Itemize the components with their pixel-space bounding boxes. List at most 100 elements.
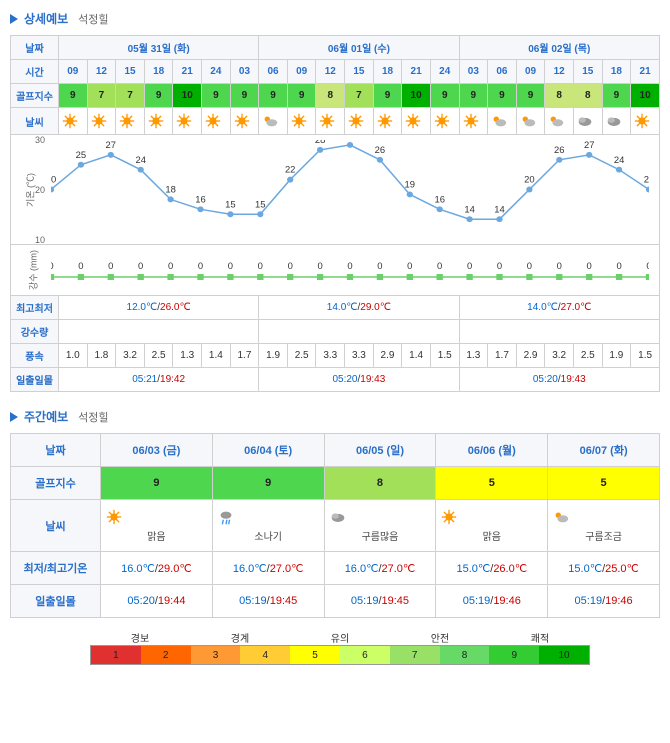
- hour-cell: 09: [287, 60, 316, 84]
- hour-cell: 24: [202, 60, 231, 84]
- sun-cell: 05:21/19:42: [59, 368, 259, 392]
- svg-text:14: 14: [464, 205, 474, 215]
- weather-cell: [230, 108, 259, 135]
- wind-cell: 1.9: [602, 344, 631, 368]
- svg-text:0: 0: [168, 261, 173, 271]
- svg-text:16: 16: [434, 195, 444, 205]
- svg-text:27: 27: [584, 140, 594, 150]
- weekly-date: 06/04 (토): [212, 434, 324, 467]
- svg-text:0: 0: [467, 261, 472, 271]
- hour-cell: 15: [573, 60, 602, 84]
- golf-cell: 9: [230, 84, 259, 108]
- weekly-sun: 05:19/19:46: [548, 585, 660, 618]
- svg-text:0: 0: [557, 261, 562, 271]
- hour-cell: 12: [316, 60, 345, 84]
- hour-cell: 12: [545, 60, 574, 84]
- svg-text:25: 25: [76, 150, 86, 160]
- weekly-sun: 05:20/19:44: [101, 585, 213, 618]
- weather-cell: [345, 108, 374, 135]
- weather-cell: [402, 108, 431, 135]
- weather-cell: [116, 108, 145, 135]
- weekly-date: 06/06 (월): [436, 434, 548, 467]
- golf-cell: 8: [316, 84, 345, 108]
- svg-text:24: 24: [135, 155, 145, 165]
- legend-seg: 2: [141, 646, 191, 664]
- golf-label: 골프지수: [11, 467, 101, 500]
- wind-cell: 3.3: [345, 344, 374, 368]
- weather-cell: [459, 108, 488, 135]
- weather-cell: [287, 108, 316, 135]
- legend-label: 쾌적: [531, 630, 549, 645]
- highlow-row: 최고최저 12.0℃/26.0℃ 14.0℃/29.0℃ 14.0℃/27.0℃: [11, 296, 660, 320]
- golf-cell: 9: [259, 84, 288, 108]
- minmax-label: 최저/최고기온: [11, 552, 101, 585]
- detail-sub: 석정힐: [78, 11, 108, 27]
- legend-seg: 6: [340, 646, 390, 664]
- hour-cell: 06: [259, 60, 288, 84]
- detail-header: 상세예보 석정힐: [10, 10, 660, 27]
- weekly-lowhigh: 16.0℃/29.0℃: [101, 552, 213, 585]
- golf-cell: 10: [173, 84, 202, 108]
- wind-cell: 3.2: [116, 344, 145, 368]
- svg-text:27: 27: [106, 140, 116, 150]
- legend-label: 안전: [431, 630, 449, 645]
- wind-row: 풍속1.01.83.22.51.31.41.71.92.53.33.32.91.…: [11, 344, 660, 368]
- date-cell: 05월 31일 (화): [59, 36, 259, 60]
- golf-cell: 9: [373, 84, 402, 108]
- wind-cell: 2.5: [287, 344, 316, 368]
- highlow-cell: 14.0℃/29.0℃: [259, 296, 459, 320]
- weather-cell: [516, 108, 545, 135]
- detail-title: 상세예보: [24, 10, 68, 27]
- weather-label: 날씨: [11, 500, 101, 552]
- ytick: 20: [35, 185, 45, 195]
- legend-label: 경계: [231, 630, 249, 645]
- svg-text:0: 0: [377, 261, 382, 271]
- golf-cell: 9: [144, 84, 173, 108]
- date-label: 날짜: [11, 36, 59, 60]
- golf-cell: 10: [402, 84, 431, 108]
- weekly-weather: 맑음: [101, 500, 213, 552]
- time-label: 시간: [11, 60, 59, 84]
- golf-cell: 9: [59, 84, 88, 108]
- golf-cell: 7: [116, 84, 145, 108]
- weather-cell: [202, 108, 231, 135]
- legend-label: 경보: [131, 630, 149, 645]
- wind-cell: 3.2: [545, 344, 574, 368]
- svg-text:0: 0: [587, 261, 592, 271]
- hour-cell: 03: [459, 60, 488, 84]
- golf-cell: 9: [516, 84, 545, 108]
- weekly-lowhigh: 15.0℃/25.0℃: [548, 552, 660, 585]
- wind-cell: 1.9: [259, 344, 288, 368]
- svg-text:0: 0: [317, 261, 322, 271]
- weekly-lowhigh: 16.0℃/27.0℃: [324, 552, 436, 585]
- wind-cell: 2.9: [516, 344, 545, 368]
- wind-cell: 1.4: [402, 344, 431, 368]
- golf-cell: 7: [345, 84, 374, 108]
- golf-cell: 8: [573, 84, 602, 108]
- svg-text:0: 0: [198, 261, 203, 271]
- svg-text:0: 0: [108, 261, 113, 271]
- golf-cell: 9: [459, 84, 488, 108]
- svg-text:26: 26: [554, 145, 564, 155]
- wind-label: 풍속: [11, 344, 59, 368]
- wind-cell: 1.5: [430, 344, 459, 368]
- legend-seg: 10: [539, 646, 589, 664]
- golf-cell: 9: [602, 84, 631, 108]
- weather-cell: [373, 108, 402, 135]
- date-cell: 06월 02일 (목): [459, 36, 659, 60]
- weather-cell: [545, 108, 574, 135]
- sun-label: 일출일몰: [11, 368, 59, 392]
- svg-text:26: 26: [375, 145, 385, 155]
- hour-cell: 09: [516, 60, 545, 84]
- svg-text:19: 19: [405, 180, 415, 190]
- weather-cell: [173, 108, 202, 135]
- golf-cell: 9: [202, 84, 231, 108]
- precip-label: 강수량: [11, 320, 59, 344]
- weekly-lowhigh: 16.0℃/27.0℃: [212, 552, 324, 585]
- precip-chart: 강수 (mm) 000000000000000000000: [11, 245, 659, 295]
- arrow-icon: [10, 412, 18, 422]
- weekly-golf: 9: [212, 467, 324, 500]
- weekly-weather: 맑음: [436, 500, 548, 552]
- legend-seg: 1: [91, 646, 141, 664]
- weekly-date: 06/03 (금): [101, 434, 213, 467]
